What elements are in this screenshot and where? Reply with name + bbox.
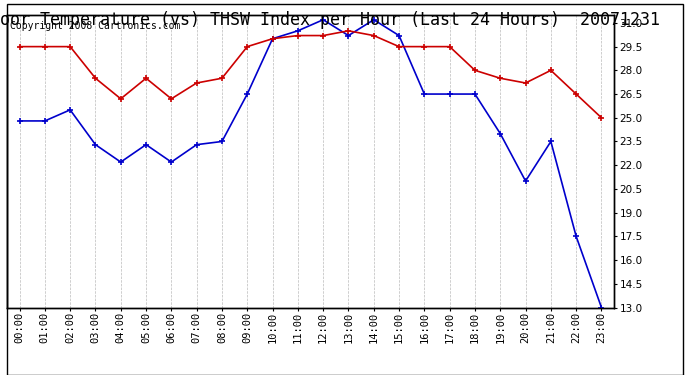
Text: Copyright 2008 Cartronics.com: Copyright 2008 Cartronics.com: [10, 21, 180, 31]
Text: Outdoor Temperature (vs) THSW Index per Hour (Last 24 Hours)  20071231: Outdoor Temperature (vs) THSW Index per …: [0, 11, 660, 29]
